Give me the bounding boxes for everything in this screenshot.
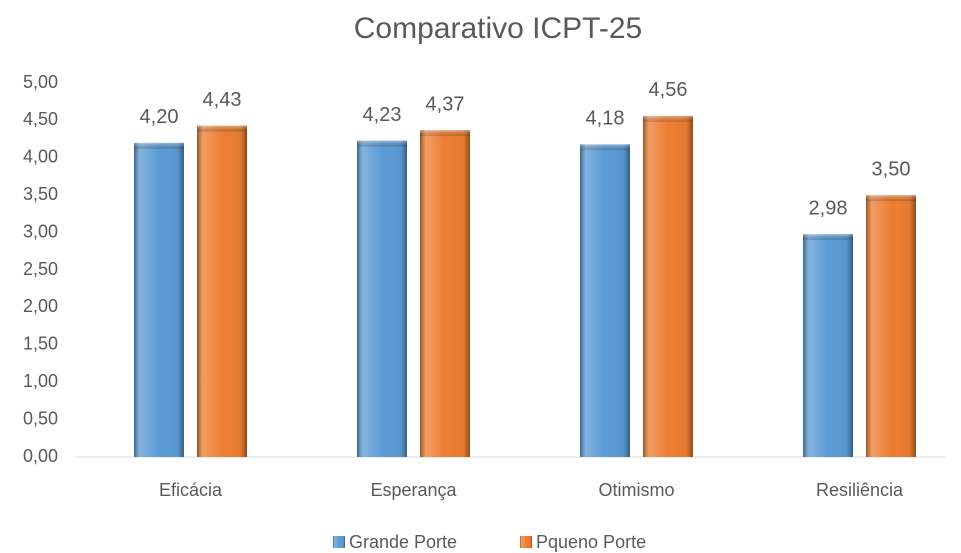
bar-shade	[134, 142, 184, 457]
y-tick-label: 2,00	[23, 296, 58, 316]
bar-shade	[420, 130, 470, 457]
bar-cap	[866, 195, 916, 202]
value-label: 4,18	[586, 108, 625, 130]
bar-cap	[420, 130, 470, 137]
bar-shade	[803, 234, 853, 457]
y-tick-label: 1,00	[23, 371, 58, 391]
bar-cap	[580, 144, 630, 151]
y-tick-label: 3,00	[23, 221, 58, 241]
bar-cap	[134, 142, 184, 149]
y-tick-label: 1,50	[23, 334, 58, 354]
y-tick-label: 3,50	[23, 184, 58, 204]
value-label: 4,56	[649, 79, 688, 101]
bar-shade	[197, 125, 247, 458]
y-tick-label: 2,50	[23, 259, 58, 279]
bar-cap	[197, 125, 247, 132]
y-tick-label: 5,00	[23, 72, 58, 92]
legend-label: Pqueno Porte	[536, 532, 646, 552]
x-tick-label: Eficácia	[159, 480, 223, 500]
bar-shade	[357, 140, 407, 457]
bar-shade	[643, 115, 693, 458]
legend-swatch-shade	[333, 536, 345, 548]
value-label: 4,20	[140, 106, 179, 128]
value-label: 4,43	[203, 89, 242, 111]
y-tick-label: 0,00	[23, 446, 58, 466]
bar-cap	[803, 234, 853, 241]
y-tick-label: 4,00	[23, 147, 58, 167]
legend-swatch-shade	[520, 536, 532, 548]
bar-cap	[357, 140, 407, 147]
value-label: 4,23	[363, 104, 402, 126]
value-label: 2,98	[809, 197, 848, 219]
y-tick-label: 4,50	[23, 109, 58, 129]
bar-shade	[866, 195, 916, 457]
bar-shade	[580, 144, 630, 457]
value-label: 4,37	[426, 93, 465, 115]
chart-title: Comparativo ICPT-25	[354, 12, 642, 45]
value-label: 3,50	[872, 158, 911, 180]
x-tick-label: Esperança	[370, 480, 457, 500]
y-tick-label: 0,50	[23, 408, 58, 428]
bar-cap	[643, 115, 693, 122]
x-tick-label: Otimismo	[599, 480, 675, 500]
x-tick-label: Resiliência	[816, 480, 904, 500]
legend-label: Grande Porte	[349, 532, 457, 552]
